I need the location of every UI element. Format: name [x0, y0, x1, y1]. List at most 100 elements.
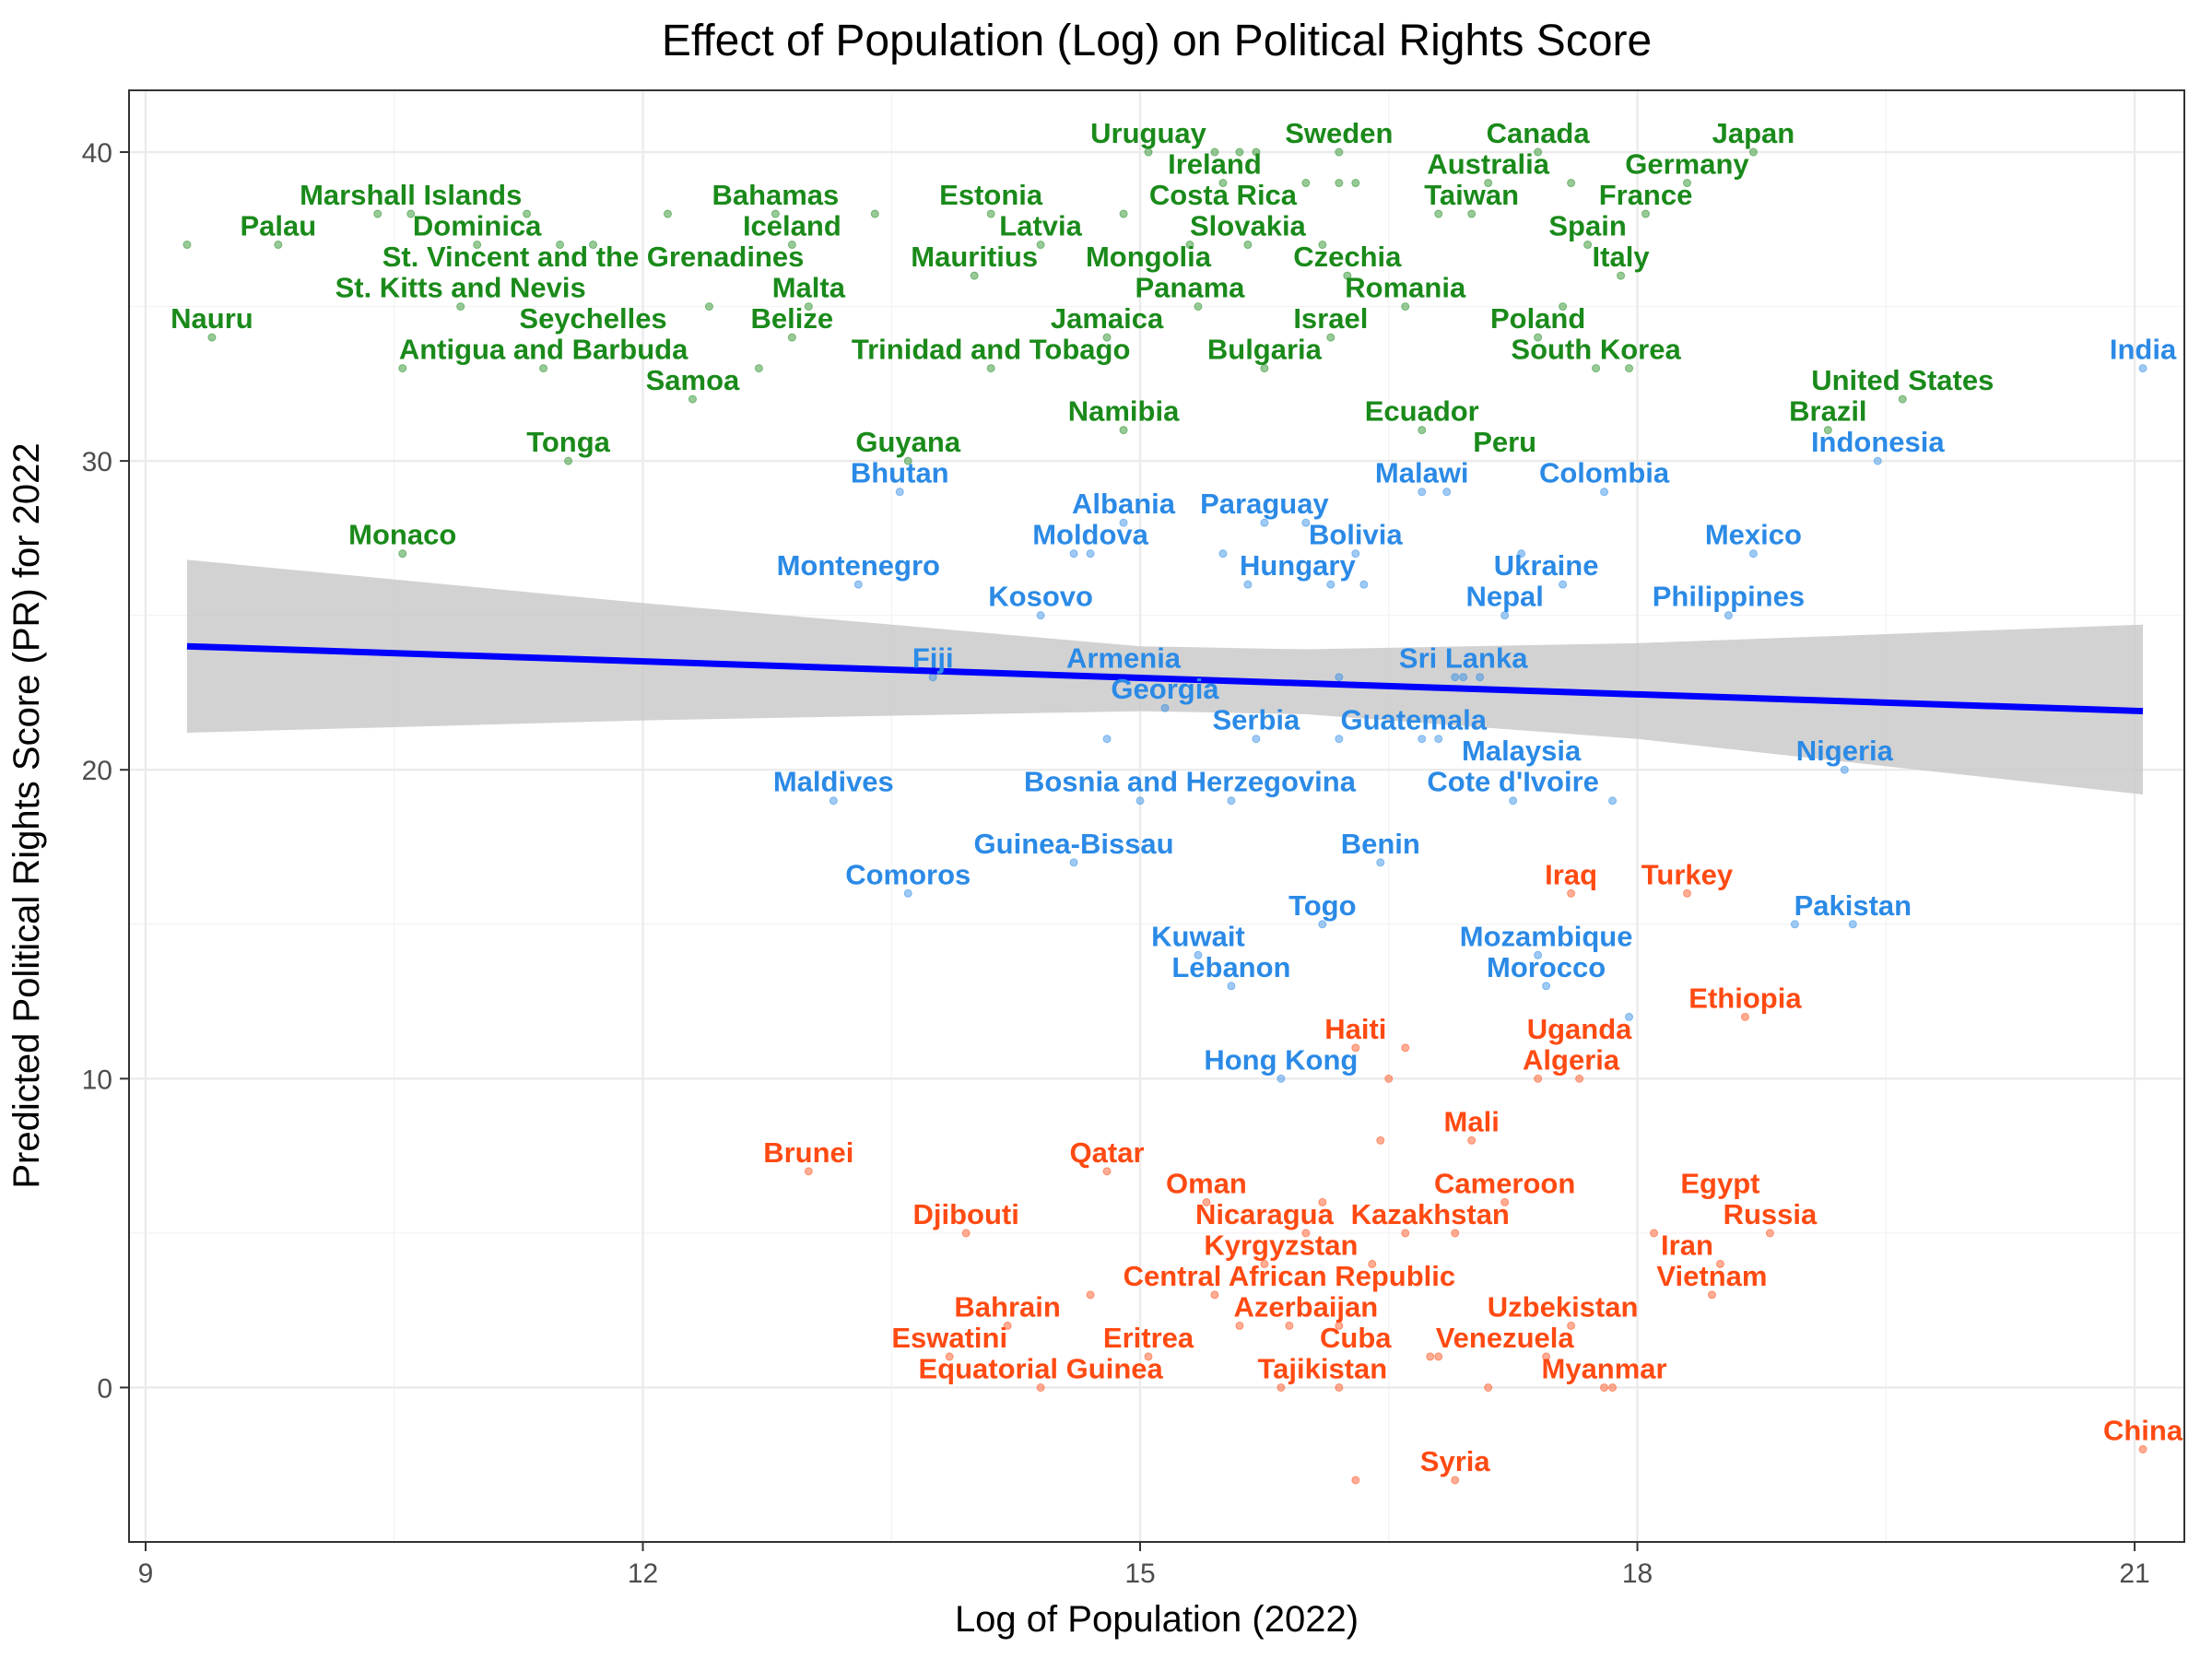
- data-point: [1641, 209, 1651, 218]
- point-label: Antigua and Barbuda: [399, 334, 688, 366]
- point-label: Israel: [1293, 302, 1368, 335]
- point-label: Nigeria: [1796, 735, 1894, 767]
- data-point: [1442, 488, 1452, 497]
- data-point: [1260, 364, 1269, 373]
- point-label: Guatemala: [1340, 704, 1487, 736]
- data-point: [1243, 580, 1253, 589]
- data-point: [1509, 796, 1518, 806]
- point-label: Kazakhstan: [1351, 1198, 1510, 1230]
- data-point: [1534, 950, 1543, 959]
- data-point: [771, 209, 780, 218]
- data-point: [1003, 1321, 1012, 1330]
- data-point: [1451, 673, 1460, 682]
- point-label: Turkey: [1641, 858, 1734, 890]
- data-point: [1534, 1074, 1543, 1083]
- data-point: [1285, 1321, 1294, 1330]
- point-label: South Korea: [1511, 334, 1681, 366]
- point-label: Guinea-Bissau: [974, 828, 1174, 860]
- point-label: Namibia: [1068, 395, 1180, 428]
- point-label: Djibouti: [913, 1198, 1019, 1230]
- point-label: Armenia: [1066, 642, 1182, 675]
- data-point: [1335, 1321, 1344, 1330]
- regression-line: [186, 642, 2144, 715]
- data-point: [1559, 580, 1568, 589]
- data-point: [1707, 1290, 1716, 1300]
- point-label: Colombia: [1539, 457, 1670, 489]
- data-point: [1351, 1476, 1360, 1485]
- point-label: Monaco: [348, 519, 456, 551]
- point-label: Georgia: [1111, 673, 1219, 705]
- data-point: [1359, 580, 1369, 589]
- data-point: [986, 364, 995, 373]
- point-label: Canada: [1487, 117, 1591, 149]
- data-point: [1434, 735, 1443, 744]
- data-point: [182, 241, 192, 250]
- data-point: [1235, 1321, 1244, 1330]
- data-point: [473, 241, 482, 250]
- point-label: Kuwait: [1151, 920, 1245, 952]
- data-point: [1351, 1043, 1360, 1053]
- data-point: [1318, 241, 1327, 250]
- point-label: Maldives: [773, 766, 894, 798]
- data-point: [1301, 518, 1311, 527]
- point-label: Malaysia: [1462, 735, 1582, 767]
- data-point: [1467, 209, 1477, 218]
- data-point: [1252, 735, 1261, 744]
- data-point: [1418, 488, 1427, 497]
- point-label: Nauru: [171, 302, 253, 335]
- data-point: [2138, 1444, 2147, 1453]
- data-point: [1434, 209, 1443, 218]
- point-label: Philippines: [1653, 581, 1805, 613]
- data-point: [1600, 488, 1609, 497]
- point-label: Hong Kong: [1204, 1043, 1358, 1076]
- data-point: [970, 271, 979, 280]
- point-label: Egypt: [1680, 1167, 1759, 1199]
- data-point: [373, 209, 382, 218]
- data-point: [754, 364, 763, 373]
- data-point: [1202, 1197, 1211, 1206]
- x-tick-label: 12: [628, 1559, 658, 1589]
- data-point: [853, 580, 863, 589]
- point-label: Iran: [1661, 1229, 1713, 1261]
- data-point: [704, 302, 713, 312]
- point-label: Myanmar: [1542, 1352, 1667, 1384]
- point-label: Ethiopia: [1688, 982, 1802, 1014]
- point-label: Dominica: [413, 210, 542, 242]
- data-point: [1252, 147, 1261, 157]
- point-label: Bhutan: [851, 457, 949, 489]
- point-label: Tajikistan: [1257, 1352, 1387, 1384]
- point-label: Guyana: [855, 426, 960, 458]
- data-point: [1376, 1135, 1385, 1145]
- point-label: Palau: [240, 210, 316, 242]
- point-label: Sweden: [1285, 117, 1393, 149]
- data-point: [1542, 1352, 1551, 1361]
- data-point: [1542, 982, 1551, 991]
- point-label: Algeria: [1523, 1043, 1620, 1076]
- data-point: [1227, 982, 1236, 991]
- point-label: Cameroon: [1434, 1167, 1575, 1199]
- data-point: [1451, 1229, 1460, 1238]
- point-label: Syria: [1420, 1445, 1491, 1477]
- data-point: [829, 796, 838, 806]
- data-point: [1682, 888, 1691, 898]
- data-point: [663, 209, 672, 218]
- point-label: Germany: [1625, 148, 1749, 181]
- point-label: United States: [1811, 364, 1994, 396]
- data-point: [207, 333, 217, 342]
- point-label: Estonia: [939, 179, 1043, 211]
- point-label: Serbia: [1213, 704, 1301, 736]
- data-point: [1600, 1382, 1609, 1392]
- data-point: [1567, 179, 1576, 188]
- point-label: China: [2103, 1414, 2183, 1446]
- data-point: [1318, 920, 1327, 929]
- data-point: [1036, 241, 1045, 250]
- data-point: [1608, 796, 1618, 806]
- point-label: Uganda: [1527, 1013, 1632, 1045]
- point-label: Haiti: [1324, 1013, 1386, 1045]
- data-point: [903, 456, 912, 465]
- point-label: Jamaica: [1051, 302, 1164, 335]
- data-point: [1119, 518, 1128, 527]
- point-label: Australia: [1427, 148, 1549, 181]
- y-tick-label: 10: [82, 1065, 112, 1095]
- data-point: [2138, 364, 2147, 373]
